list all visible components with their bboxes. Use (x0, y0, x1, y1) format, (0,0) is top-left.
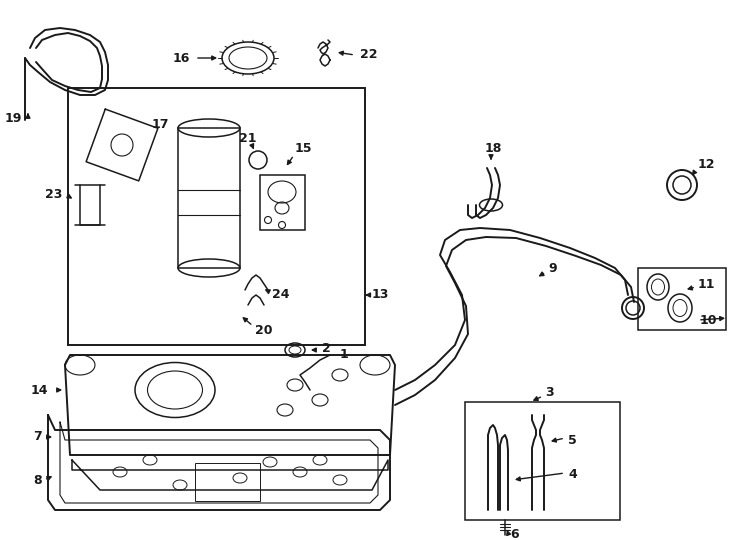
Bar (68, 88, 365, 345)
Bar (178, 128, 240, 268)
Text: 19: 19 (5, 111, 22, 125)
Text: 24: 24 (272, 288, 289, 301)
Text: 1: 1 (340, 348, 349, 361)
Text: 16: 16 (172, 51, 190, 64)
Text: 14: 14 (31, 383, 48, 396)
Text: 20: 20 (255, 323, 272, 336)
Text: 18: 18 (484, 141, 501, 154)
Text: 6: 6 (510, 529, 519, 540)
Text: 5: 5 (568, 434, 577, 447)
Bar (465, 402, 620, 520)
Text: 4: 4 (568, 469, 577, 482)
Text: 2: 2 (322, 341, 331, 354)
Text: 23: 23 (45, 188, 62, 201)
Text: 17: 17 (152, 118, 170, 132)
Text: 9: 9 (548, 261, 556, 274)
Text: 11: 11 (698, 279, 716, 292)
Text: 21: 21 (239, 132, 257, 145)
Text: 22: 22 (360, 49, 377, 62)
Text: 10: 10 (700, 314, 718, 327)
Text: 8: 8 (33, 474, 42, 487)
Text: 7: 7 (33, 430, 42, 443)
Bar (260, 175, 305, 230)
Bar (638, 268, 726, 330)
Text: 13: 13 (372, 288, 389, 301)
Text: 12: 12 (698, 159, 716, 172)
Text: 3: 3 (545, 386, 553, 399)
Text: 15: 15 (295, 141, 313, 154)
Bar (195, 463, 260, 501)
